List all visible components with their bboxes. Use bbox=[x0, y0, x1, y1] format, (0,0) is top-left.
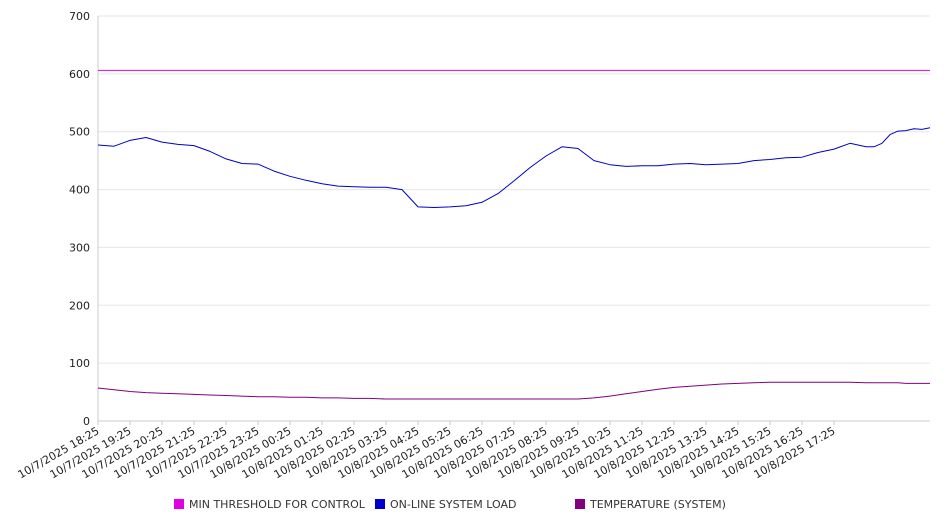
series-line-temperature bbox=[97, 381, 930, 400]
gridlines bbox=[98, 15, 930, 364]
legend-item-load: ON-LINE SYSTEM LOAD bbox=[375, 498, 516, 511]
series-line-load bbox=[97, 127, 931, 208]
y-tick-label: 0 bbox=[83, 415, 90, 428]
y-tick-label: 100 bbox=[69, 357, 90, 370]
legend: MIN THRESHOLD FOR CONTROL ON-LINE SYSTEM… bbox=[0, 498, 946, 514]
legend-swatch-temperature bbox=[575, 499, 585, 509]
y-tick-label: 700 bbox=[69, 10, 90, 23]
legend-item-temperature: TEMPERATURE (SYSTEM) bbox=[575, 498, 726, 511]
legend-label-load: ON-LINE SYSTEM LOAD bbox=[390, 498, 517, 511]
y-tick-label: 400 bbox=[69, 184, 90, 197]
y-tick-label: 500 bbox=[69, 126, 90, 139]
y-tick-label: 300 bbox=[69, 241, 90, 254]
legend-label-temperature: TEMPERATURE (SYSTEM) bbox=[590, 498, 726, 511]
y-axis-ticks: 0 100 200 300 400 500 600 700 bbox=[69, 10, 90, 428]
legend-item-threshold: MIN THRESHOLD FOR CONTROL bbox=[174, 498, 365, 511]
legend-swatch-threshold bbox=[174, 499, 184, 509]
legend-label-threshold: MIN THRESHOLD FOR CONTROL bbox=[189, 498, 365, 511]
series-lines bbox=[97, 69, 931, 400]
legend-swatch-load bbox=[375, 499, 385, 509]
y-tick-label: 600 bbox=[69, 68, 90, 81]
y-tick-label: 200 bbox=[69, 299, 90, 312]
